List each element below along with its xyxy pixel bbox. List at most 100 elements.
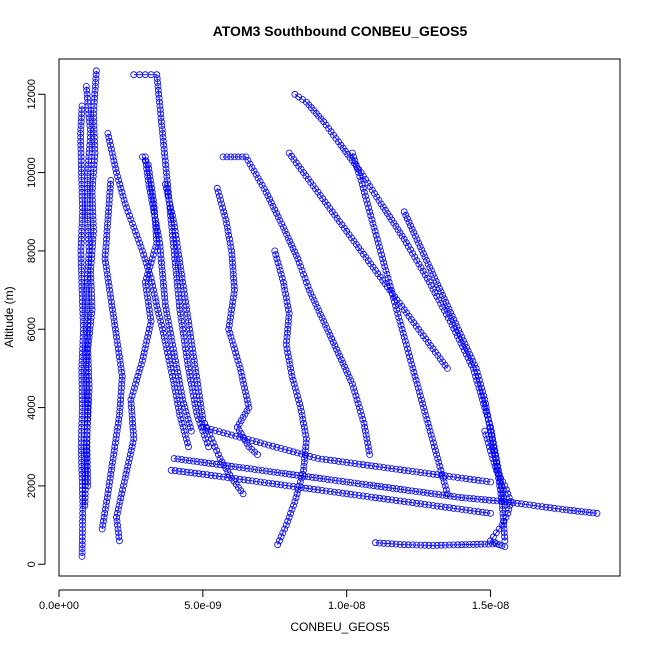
data-point [186, 423, 194, 431]
data-point [86, 329, 93, 337]
data-point [87, 133, 94, 141]
data-point [78, 106, 86, 114]
data-point [84, 314, 91, 321]
data-point [176, 263, 184, 271]
data-point [78, 376, 86, 384]
data-point [84, 180, 91, 188]
data-point [156, 239, 164, 247]
data-point [84, 196, 91, 204]
x-tick-label: 1.5e-08 [472, 600, 509, 612]
data-point [88, 247, 96, 255]
data-point [161, 157, 169, 165]
data-point [101, 509, 109, 517]
data-point [233, 353, 241, 361]
data-point [157, 114, 165, 122]
data-point [126, 455, 133, 462]
data-point [526, 501, 533, 509]
data-point [78, 196, 86, 204]
data-point [402, 211, 410, 219]
data-point [372, 231, 380, 239]
data-point [162, 306, 170, 314]
data-point [114, 521, 121, 529]
data-point [106, 286, 113, 294]
data-point [78, 286, 86, 294]
data-point [77, 137, 85, 145]
data-point [84, 216, 91, 224]
data-point [335, 477, 343, 485]
data-point [421, 500, 429, 508]
data-point [178, 270, 186, 278]
data-point [122, 470, 130, 478]
data-point [235, 361, 243, 368]
data-point [167, 466, 175, 474]
data-point [401, 337, 409, 345]
data-point [89, 180, 97, 188]
data-point [359, 184, 367, 192]
data-point [85, 392, 93, 400]
data-point [81, 486, 89, 494]
data-point [299, 415, 307, 423]
data-point [179, 396, 187, 404]
data-point [360, 419, 368, 427]
data-point [376, 463, 384, 471]
data-point [116, 411, 123, 419]
data-point [102, 243, 110, 251]
data-point [381, 483, 389, 491]
data-point [485, 419, 493, 427]
data-point [78, 169, 85, 177]
data-point [79, 502, 87, 509]
data-point [133, 376, 141, 384]
data-point [182, 435, 190, 443]
data-point [348, 380, 356, 388]
data-point [77, 141, 85, 149]
data-point [370, 482, 377, 490]
data-point [105, 133, 113, 141]
data-point [474, 476, 482, 484]
data-point [90, 102, 98, 110]
data-point [161, 298, 169, 306]
data-point [314, 486, 322, 494]
data-point [291, 248, 299, 256]
data-point [380, 539, 388, 547]
data-point [104, 490, 112, 498]
y-axis: 0 2000 4000 6000 8000 10000 12000 [26, 79, 46, 567]
data-point [180, 333, 188, 341]
data-point [409, 467, 416, 475]
data-point [462, 541, 470, 548]
data-point [85, 235, 92, 243]
data-point [279, 529, 287, 537]
data-point [79, 505, 87, 513]
data-point [87, 321, 94, 329]
data-point [111, 321, 119, 329]
data-point [497, 490, 505, 498]
data-point [297, 472, 305, 480]
data-point [124, 462, 132, 470]
data-point [404, 486, 412, 494]
data-point [160, 282, 168, 290]
data-point [158, 126, 166, 133]
data-point [78, 227, 86, 235]
data-point [435, 296, 443, 304]
data-point [293, 490, 301, 498]
data-point [116, 408, 124, 415]
data-point [83, 427, 91, 435]
data-point [161, 337, 169, 345]
data-point [110, 317, 118, 325]
data-point [373, 235, 381, 243]
data-point [183, 353, 191, 361]
data-point [77, 251, 85, 259]
data-point [112, 325, 119, 333]
data-point [142, 157, 150, 165]
data-point [454, 541, 462, 549]
data-point [85, 388, 93, 396]
data-point [418, 396, 425, 404]
data-point [107, 176, 115, 184]
data-point [413, 380, 421, 388]
data-point [441, 307, 448, 315]
data-point [392, 465, 400, 473]
data-point [159, 329, 167, 337]
data-point [161, 153, 169, 161]
data-point [355, 404, 363, 412]
data-point [83, 90, 91, 98]
data-point [351, 388, 359, 396]
